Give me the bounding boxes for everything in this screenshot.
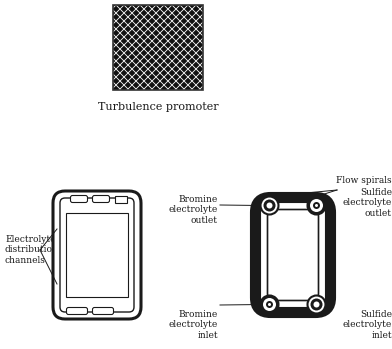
Circle shape: [310, 298, 323, 311]
Text: Bromine
electrolyte
outlet: Bromine electrolyte outlet: [169, 195, 218, 225]
Circle shape: [267, 202, 272, 208]
FancyBboxPatch shape: [71, 195, 87, 202]
FancyBboxPatch shape: [53, 191, 141, 319]
Text: Electrolyte
distribution
channels: Electrolyte distribution channels: [5, 235, 59, 265]
Text: Bromine
electrolyte
inlet: Bromine electrolyte inlet: [169, 310, 218, 340]
Circle shape: [310, 199, 323, 212]
FancyBboxPatch shape: [93, 307, 114, 314]
FancyBboxPatch shape: [93, 195, 109, 202]
Text: Turbulence promoter: Turbulence promoter: [98, 102, 218, 112]
Circle shape: [261, 196, 278, 215]
Circle shape: [307, 196, 325, 215]
Circle shape: [268, 303, 271, 306]
Bar: [113, 5, 203, 90]
Circle shape: [315, 204, 318, 207]
Circle shape: [307, 296, 325, 313]
Bar: [115, 196, 127, 203]
FancyBboxPatch shape: [60, 198, 134, 312]
Circle shape: [263, 298, 276, 311]
FancyBboxPatch shape: [267, 209, 318, 300]
Text: Sulfide
electrolyte
outlet: Sulfide electrolyte outlet: [343, 188, 392, 218]
Bar: [113, 5, 203, 90]
FancyBboxPatch shape: [256, 198, 330, 312]
Text: Flow spirals: Flow spirals: [336, 176, 392, 185]
Bar: [66, 213, 128, 297]
Circle shape: [314, 302, 319, 307]
Text: Sulfide
electrolyte
inlet: Sulfide electrolyte inlet: [343, 310, 392, 340]
Circle shape: [261, 296, 278, 313]
FancyBboxPatch shape: [67, 307, 87, 314]
Circle shape: [313, 202, 320, 209]
Circle shape: [263, 200, 276, 211]
Circle shape: [266, 301, 273, 308]
